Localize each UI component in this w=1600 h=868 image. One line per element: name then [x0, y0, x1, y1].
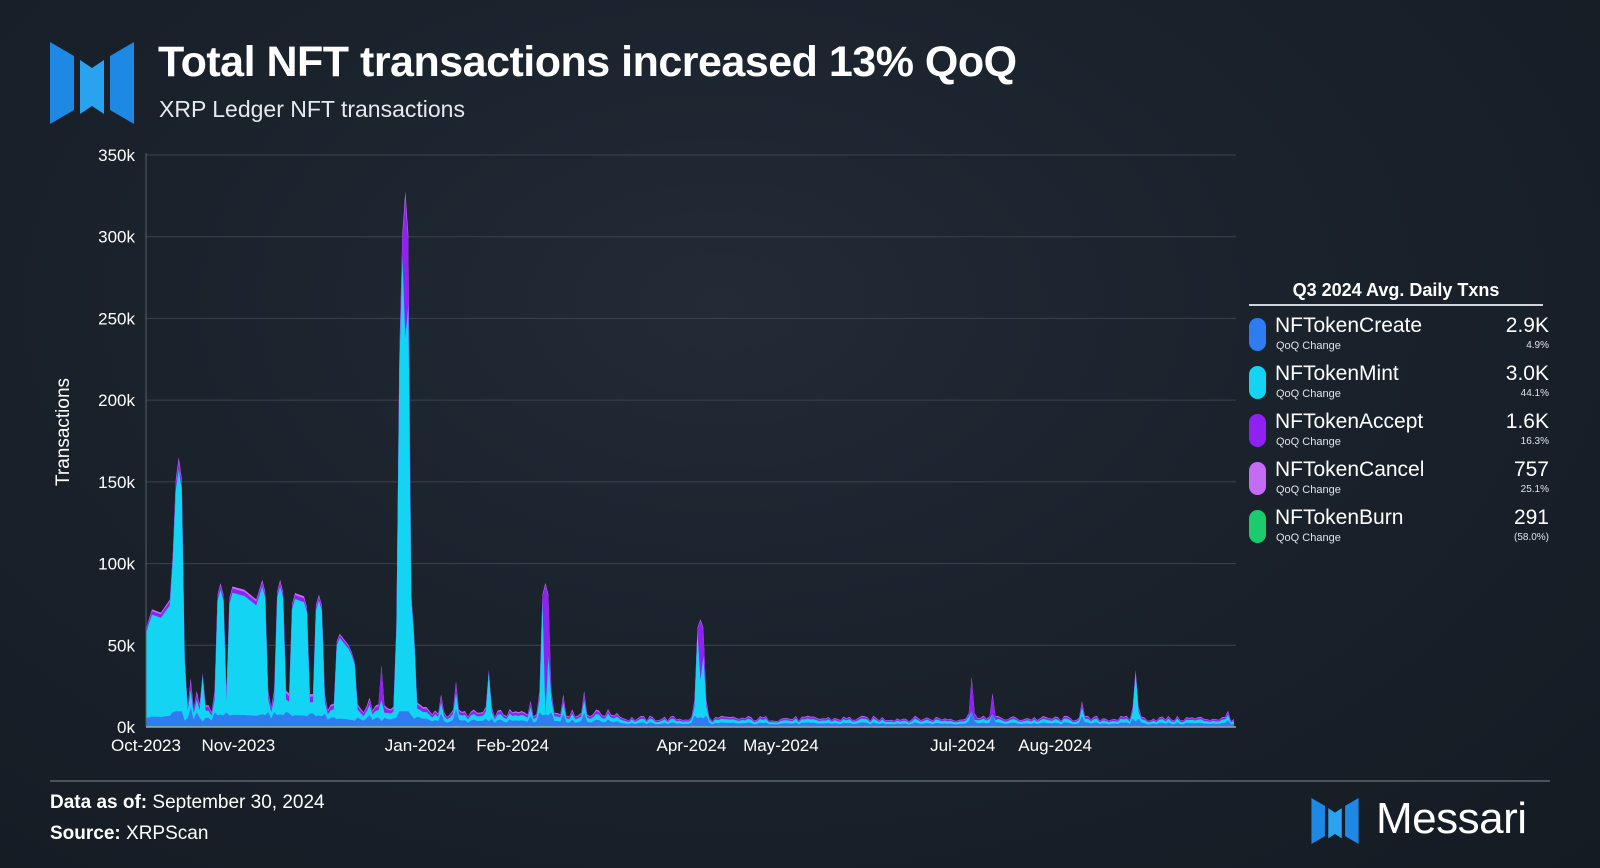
legend-item-value: 1.6K: [1505, 410, 1549, 433]
legend-item-name: NFTokenBurn: [1275, 506, 1404, 529]
y-tick-label: 300k: [98, 228, 135, 247]
legend-item-sublabel: QoQ Change: [1276, 532, 1341, 544]
x-tick-label: Feb-2024: [476, 736, 549, 755]
legend-swatch: [1249, 414, 1266, 447]
data-as-of-label: Data as of:: [50, 792, 148, 813]
legend-item-change: 4.9%: [1526, 340, 1549, 351]
legend-item: NFTokenCreate QoQ Change 2.9K 4.9%: [1249, 306, 1549, 354]
x-tick-label: Jan-2024: [385, 736, 456, 755]
y-tick-label: 250k: [98, 309, 135, 328]
chart-areas: [146, 190, 1234, 728]
legend-swatch: [1249, 510, 1266, 543]
y-axis-label: Transactions: [53, 378, 74, 486]
page-subtitle: XRP Ledger NFT transactions: [159, 96, 465, 122]
legend-item-sublabel: QoQ Change: [1276, 436, 1341, 448]
legend-item-value: 291: [1513, 506, 1549, 529]
x-tick-label: Jul-2024: [930, 736, 995, 755]
x-tick-label: Nov-2023: [202, 736, 276, 755]
legend-item: NFTokenBurn QoQ Change 291 (58.0%): [1249, 498, 1549, 546]
y-tick-label: 50k: [108, 636, 136, 655]
legend-swatch: [1249, 462, 1266, 495]
legend-item-name: NFTokenCancel: [1275, 458, 1425, 481]
legend-item-value: 2.9K: [1505, 314, 1549, 337]
chart-axes: 0k 50k 100k 150k 200k 250k 300k 350k Oct-2023 Nov…: [98, 146, 1236, 755]
x-tick-label: Aug-2024: [1018, 736, 1092, 755]
legend-item-change: (58.0%): [1513, 532, 1549, 543]
messari-brand: Messari: [1310, 794, 1550, 846]
legend: Q3 2024 Avg. Daily Txns NFTokenCreate QoQ…: [1249, 280, 1549, 546]
legend-item: NFTokenCancel QoQ Change 757 25.1%: [1249, 450, 1549, 498]
y-tick-label: 350k: [98, 146, 135, 165]
y-tick-label: 0k: [117, 718, 135, 737]
chart-gridlines: [146, 154, 1236, 646]
legend-item-name: NFTokenAccept: [1275, 410, 1424, 433]
legend-item-change: 44.1%: [1520, 388, 1549, 399]
y-tick-label: 150k: [98, 473, 135, 492]
legend-item-name: NFTokenMint: [1275, 362, 1399, 385]
area-series-nftokenaccept: [146, 198, 1234, 728]
data-as-of-line: Data as of: September 30, 2024: [50, 792, 325, 814]
legend-swatch: [1249, 318, 1266, 351]
area-series-nftokencancel: [146, 190, 1234, 727]
messari-brand-icon: [1311, 798, 1359, 844]
messari-logo-icon: [50, 42, 134, 124]
page-title: Total NFT transactions increased 13% QoQ: [158, 38, 1017, 86]
source-value: XRPScan: [126, 823, 209, 844]
legend-item-sublabel: QoQ Change: [1276, 484, 1341, 496]
area-series-nftokenmint: [146, 256, 1234, 727]
legend-item-change: 25.1%: [1520, 484, 1549, 495]
legend-item: NFTokenAccept QoQ Change 1.6K 16.3%: [1249, 402, 1549, 450]
legend-title: Q3 2024 Avg. Daily Txns: [1249, 280, 1543, 306]
legend-item-sublabel: QoQ Change: [1276, 388, 1341, 400]
data-as-of-value: September 30, 2024: [152, 792, 325, 813]
legend-item-name: NFTokenCreate: [1275, 314, 1423, 337]
area-series-nftokencreate: [146, 707, 1234, 727]
brand-name: Messari: [1376, 794, 1527, 843]
legend-item: NFTokenMint QoQ Change 3.0K 44.1%: [1249, 354, 1549, 402]
legend-item-sublabel: QoQ Change: [1276, 340, 1341, 352]
x-tick-label: Apr-2024: [657, 736, 727, 755]
x-tick-label: Oct-2023: [111, 736, 181, 755]
y-tick-label: 100k: [98, 555, 135, 574]
y-tick-label: 200k: [98, 391, 135, 410]
footer-divider: [50, 780, 1550, 782]
legend-swatch: [1249, 366, 1266, 399]
legend-item-value: 757: [1513, 458, 1549, 481]
source-line: Source: XRPScan: [50, 823, 208, 845]
legend-item-value: 3.0K: [1505, 362, 1549, 385]
source-label: Source:: [50, 823, 121, 844]
legend-item-change: 16.3%: [1520, 436, 1549, 447]
x-tick-label: May-2024: [743, 736, 819, 755]
